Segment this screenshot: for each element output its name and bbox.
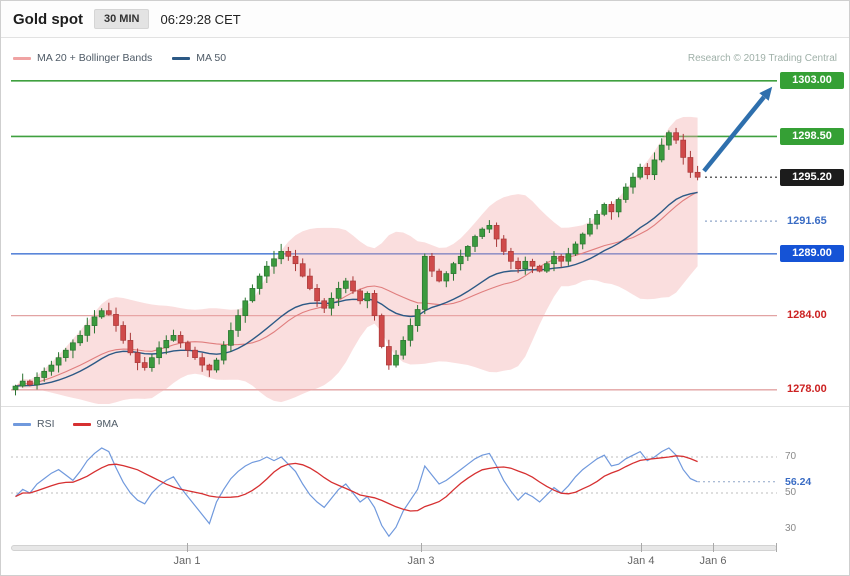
legend-row: MA 20 + Bollinger Bands MA 50 Research ©… (13, 50, 837, 66)
chart-card: MA 20 + Bollinger Bands MA 50 Research ©… (1, 38, 849, 575)
x-axis-label-jan4: Jan 4 (627, 555, 655, 567)
ma20-legend-label: MA 20 + Bollinger Bands (37, 52, 153, 64)
9ma-legend-label: 9MA (96, 418, 119, 430)
rsi-scale-70: 70 (785, 451, 797, 462)
support-level-1278: 1278.00 (787, 383, 827, 396)
header: Gold spot 30 MIN 06:29:28 CET (1, 1, 849, 38)
timeframe-badge[interactable]: 30 MIN (94, 9, 150, 29)
x-axis-label-jan1: Jan 1 (173, 555, 201, 567)
support-level-1284: 1284.00 (787, 309, 827, 322)
legend-item-rsi: RSI (13, 418, 55, 430)
x-axis-label-jan3: Jan 3 (407, 555, 435, 567)
rsi-scale-50: 50 (785, 487, 797, 498)
clock: 06:29:28 CET (160, 11, 241, 27)
x-axis-tick (776, 543, 777, 552)
x-axis-tick (421, 543, 422, 552)
instrument-title: Gold spot (13, 10, 83, 28)
x-axis-tick (713, 543, 714, 552)
x-axis-tick (187, 543, 188, 552)
last-price-label: 1295.20 (780, 168, 844, 186)
ma20-swatch-icon (13, 56, 31, 60)
research-copyright: Research © 2019 Trading Central (687, 52, 837, 64)
rsi-current-label: 56.24 (785, 475, 812, 488)
price-chart[interactable] (1, 66, 850, 404)
rsi-swatch-icon (13, 422, 31, 426)
x-axis-label-jan6: Jan 6 (699, 555, 727, 567)
legend-item-9ma: 9MA (72, 418, 119, 430)
pivot-level-1289: 1289.00 (780, 245, 844, 263)
9ma-swatch-icon (72, 422, 91, 426)
ma50-swatch-icon (172, 56, 191, 60)
panel-separator (1, 406, 849, 407)
time-scrollbar[interactable] (11, 545, 777, 551)
x-axis-tick (641, 543, 642, 552)
resistance-level-1298: 1298.50 (780, 127, 844, 145)
resistance-level-1303: 1303.00 (780, 72, 844, 90)
legend-item-ma50: MA 50 (172, 52, 226, 64)
ma50-value-label: 1291.65 (787, 214, 827, 227)
ma50-legend-label: MA 50 (196, 52, 227, 64)
rsi-chart[interactable] (1, 440, 850, 540)
rsi-scale-30: 30 (785, 523, 797, 534)
legend-item-ma20: MA 20 + Bollinger Bands (13, 52, 152, 64)
rsi-legend-row: RSI 9MA (13, 418, 118, 430)
rsi-legend-label: RSI (37, 418, 55, 430)
